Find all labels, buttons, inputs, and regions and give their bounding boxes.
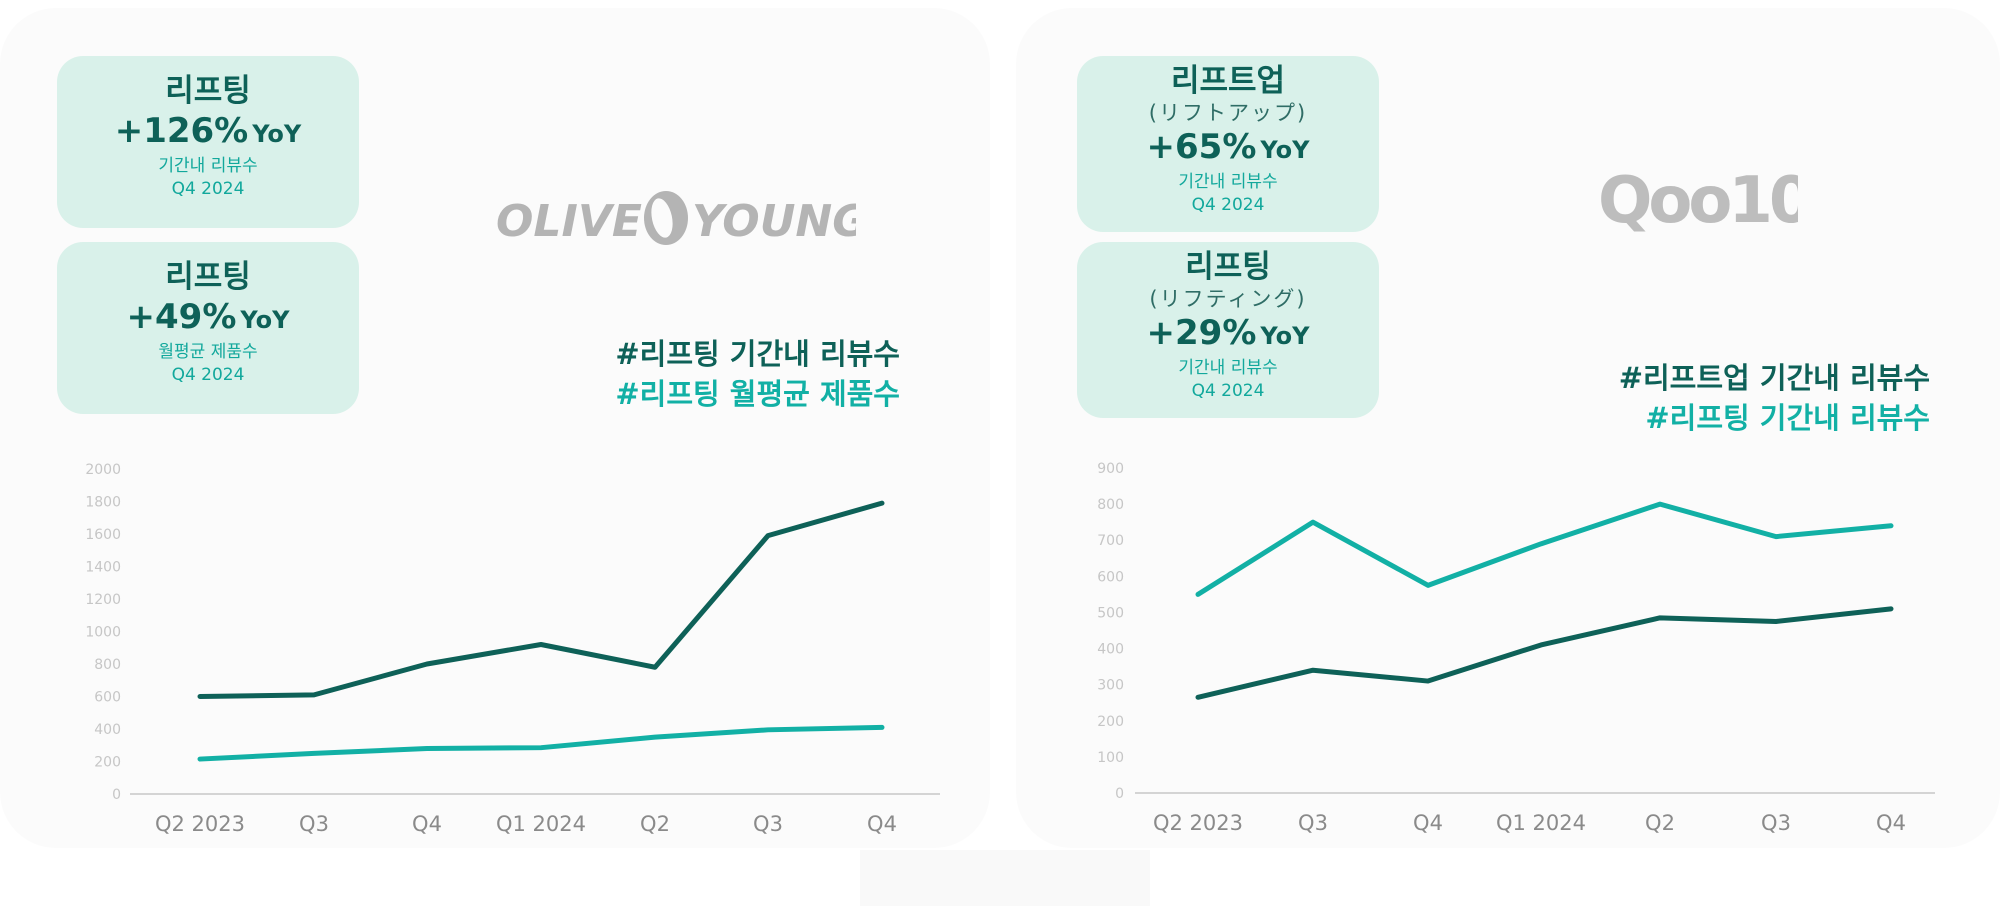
- stat-card-percent: +29% YoY: [1146, 313, 1310, 353]
- y-tick-label: 200: [94, 755, 121, 771]
- series-line-1: [1195, 606, 1894, 700]
- y-tick-label: 0: [1115, 786, 1124, 802]
- stat-card-percent: +126% YoY: [114, 111, 302, 151]
- x-tick-label: Q2: [1645, 811, 1675, 835]
- x-tick-label: Q4: [867, 812, 897, 836]
- y-tick-label: 1200: [85, 592, 121, 608]
- y-tick-label: 400: [1097, 642, 1124, 658]
- stat-card-title: 리프트업: [1170, 63, 1286, 99]
- stat-card-title: 리프팅: [165, 73, 251, 109]
- y-tick-label: 300: [1097, 678, 1124, 694]
- stat-card-percent: +49% YoY: [126, 297, 290, 337]
- x-tick-label: Q1 2024: [496, 812, 586, 836]
- stat-card-period: Q4 2024: [1191, 195, 1265, 215]
- x-tick-label: Q4: [1413, 811, 1443, 835]
- stat-card-desc: 기간내 리뷰수: [1178, 358, 1278, 378]
- legend-item-lifting: #리프팅 기간내 리뷰수: [1645, 401, 1930, 435]
- y-tick-label: 700: [1097, 533, 1124, 549]
- series-line-2: [197, 724, 885, 762]
- y-tick-label: 600: [1097, 569, 1124, 585]
- y-tick-label: 800: [94, 657, 121, 673]
- bottom-divider-patch: [860, 850, 1150, 906]
- x-tick-label: Q3: [1298, 811, 1328, 835]
- logo-text-young: YOUNG: [692, 196, 856, 247]
- stat-card-desc: 기간내 리뷰수: [158, 156, 258, 176]
- legend-left: #리프팅 기간내 리뷰수 #리프팅 월평균 제품수: [560, 334, 900, 414]
- x-tick-label: Q4: [412, 812, 442, 836]
- y-tick-label: 1400: [85, 560, 121, 576]
- y-tick-label: 0: [112, 787, 121, 803]
- x-tick-label: Q1 2024: [1496, 811, 1586, 835]
- stat-card-lifting-reviews: 리프팅 +126% YoY 기간내 리뷰수 Q4 2024: [57, 56, 359, 228]
- x-tick-label: Q4: [1876, 811, 1906, 835]
- y-tick-label: 800: [1097, 497, 1124, 513]
- stat-card-period: Q4 2024: [1191, 381, 1265, 401]
- stat-card-title: 리프팅: [165, 259, 251, 295]
- stat-card-lifting-products: 리프팅 +49% YoY 월평균 제품수 Q4 2024: [57, 242, 359, 414]
- chart-qoo10: 0 100 200 300 400 500 600 700 800 900 Q2 2023 Q3 Q4 Q…: [1097, 461, 1935, 835]
- qoo10-logo: Qoo10: [1598, 164, 1798, 234]
- y-tick-label: 600: [94, 690, 121, 706]
- y-tick-label: 200: [1097, 714, 1124, 730]
- stat-card-liftup-reviews: 리프트업 (リフトアップ) +65% YoY 기간내 리뷰수 Q4 2024: [1077, 56, 1379, 232]
- y-tick-label: 400: [94, 722, 121, 738]
- logo-text-qoo10: Qoo10: [1598, 164, 1798, 234]
- y-tick-label: 1800: [85, 495, 121, 511]
- stat-card-percent: +65% YoY: [1146, 127, 1310, 167]
- y-tick-label: 100: [1097, 750, 1124, 766]
- stat-card-japanese: (リフティング): [1149, 287, 1307, 311]
- stat-card-title: 리프팅: [1185, 249, 1271, 285]
- legend-right: #리프트업 기간내 리뷰수 #리프팅 기간내 리뷰수: [1540, 358, 1930, 438]
- x-tick-label: Q2 2023: [155, 812, 245, 836]
- legend-item-reviews: #리프팅 기간내 리뷰수: [615, 337, 900, 371]
- x-tick-label: Q3: [1761, 811, 1791, 835]
- stat-card-desc: 기간내 리뷰수: [1178, 172, 1278, 192]
- stat-card-period: Q4 2024: [171, 365, 245, 385]
- legend-item-products: #리프팅 월평균 제품수: [615, 377, 900, 411]
- stat-card-period: Q4 2024: [171, 179, 245, 199]
- y-tick-label: 2000: [85, 462, 121, 478]
- olive-young-logo: OLIVE YOUNG: [496, 191, 856, 247]
- x-tick-label: Q2: [640, 812, 670, 836]
- legend-item-liftup: #리프트업 기간내 리뷰수: [1618, 361, 1930, 395]
- series-line-2: [1195, 501, 1894, 597]
- x-tick-label: Q3: [299, 812, 329, 836]
- y-tick-label: 1000: [85, 625, 121, 641]
- y-tick-label: 900: [1097, 461, 1124, 477]
- y-tick-label: 500: [1097, 605, 1124, 621]
- stat-card-japanese: (リフトアップ): [1148, 101, 1308, 125]
- stat-card-desc: 월평균 제품수: [158, 342, 258, 362]
- chart-olive-young: 0 200 400 600 800 1000 1200 1400 1600 1800 2000 Q2 …: [85, 462, 940, 836]
- y-tick-label: 1600: [85, 527, 121, 543]
- x-tick-label: Q3: [753, 812, 783, 836]
- series-line-1: [197, 500, 885, 699]
- logo-text-olive: OLIVE: [496, 196, 642, 247]
- x-tick-label: Q2 2023: [1153, 811, 1243, 835]
- stat-card-lifting-reviews-qoo10: 리프팅 (リフティング) +29% YoY 기간내 리뷰수 Q4 2024: [1077, 242, 1379, 418]
